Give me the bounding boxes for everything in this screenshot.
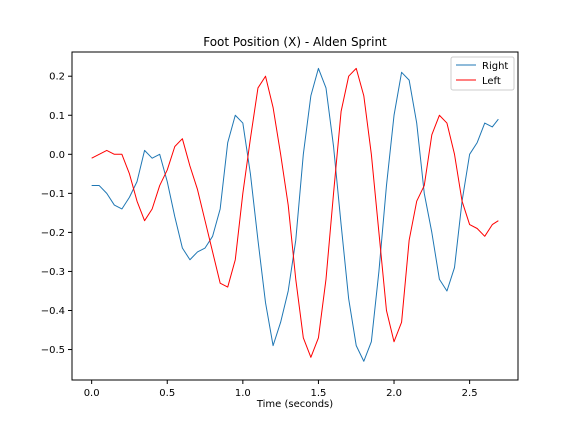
x-axis-label: Time (seconds) <box>256 399 333 410</box>
legend-label-right: Right <box>482 61 508 72</box>
plot-lines <box>91 67 499 362</box>
x-axis-ticks: 0.0 0.5 1.0 1.5 2.0 2.5 <box>84 380 478 399</box>
y-tick-label: 0.2 <box>49 72 65 83</box>
y-tick-label: −0.3 <box>41 267 65 278</box>
legend: Right Left <box>450 56 515 91</box>
x-tick-label: 2.0 <box>386 388 402 399</box>
y-tick-label: −0.2 <box>41 228 65 239</box>
y-axis-ticks: 0.2 0.1 0.0 −0.1 −0.2 −0.3 −0.4 −0.5 <box>41 72 72 356</box>
series-line-left <box>91 67 499 358</box>
x-tick-label: 1.5 <box>310 388 326 399</box>
y-tick-label: −0.4 <box>41 306 65 317</box>
x-tick-label: 0.0 <box>84 388 100 399</box>
y-tick-label: −0.5 <box>41 345 65 356</box>
series-line-right <box>91 67 499 362</box>
y-tick-label: −0.1 <box>41 189 65 200</box>
x-tick-label: 0.5 <box>159 388 175 399</box>
x-tick-label: 1.0 <box>235 388 251 399</box>
chart-title: Foot Position (X) - Alden Sprint <box>203 35 387 49</box>
plot-frame <box>71 51 519 381</box>
y-tick-label: 0.0 <box>49 150 65 161</box>
legend-label-left: Left <box>482 76 501 87</box>
x-tick-label: 2.5 <box>462 388 478 399</box>
y-tick-label: 0.1 <box>49 111 65 122</box>
